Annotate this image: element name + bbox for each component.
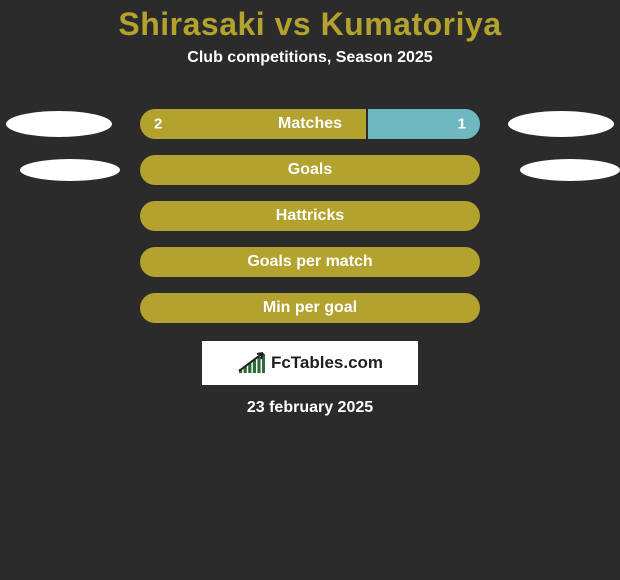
right-indicator-ellipse [520, 159, 620, 181]
site-logo: FcTables.com [202, 341, 418, 385]
page-title: Shirasaki vs Kumatoriya [0, 0, 620, 43]
stat-label: Goals per match [247, 253, 372, 271]
stat-row: Hattricks [0, 201, 620, 231]
stat-row: Min per goal [0, 293, 620, 323]
stat-left-value: 2 [154, 116, 162, 133]
bar-chart-icon [237, 351, 265, 375]
stat-bar: Matches 2 1 [140, 109, 480, 139]
comparison-infographic: Shirasaki vs Kumatoriya Club competition… [0, 0, 620, 580]
stat-right-value: 1 [458, 116, 466, 133]
stat-label: Hattricks [276, 207, 344, 225]
stat-row: Goals [0, 155, 620, 185]
right-indicator-ellipse [508, 111, 614, 137]
logo-text: FcTables.com [271, 353, 383, 373]
stat-bar: Min per goal [140, 293, 480, 323]
stat-row: Matches 2 1 [0, 109, 620, 139]
stat-rows: Matches 2 1 Goals Hattricks Goals per match Mi… [0, 109, 620, 323]
left-indicator-ellipse [20, 159, 120, 181]
page-subtitle: Club competitions, Season 2025 [0, 49, 620, 67]
stat-bar: Hattricks [140, 201, 480, 231]
stat-label: Min per goal [263, 299, 357, 317]
footer-date: 23 february 2025 [0, 399, 620, 417]
left-indicator-ellipse [6, 111, 112, 137]
stat-label: Matches [278, 115, 342, 133]
stat-bar: Goals per match [140, 247, 480, 277]
stat-row: Goals per match [0, 247, 620, 277]
stat-bar: Goals [140, 155, 480, 185]
stat-label: Goals [288, 161, 332, 179]
